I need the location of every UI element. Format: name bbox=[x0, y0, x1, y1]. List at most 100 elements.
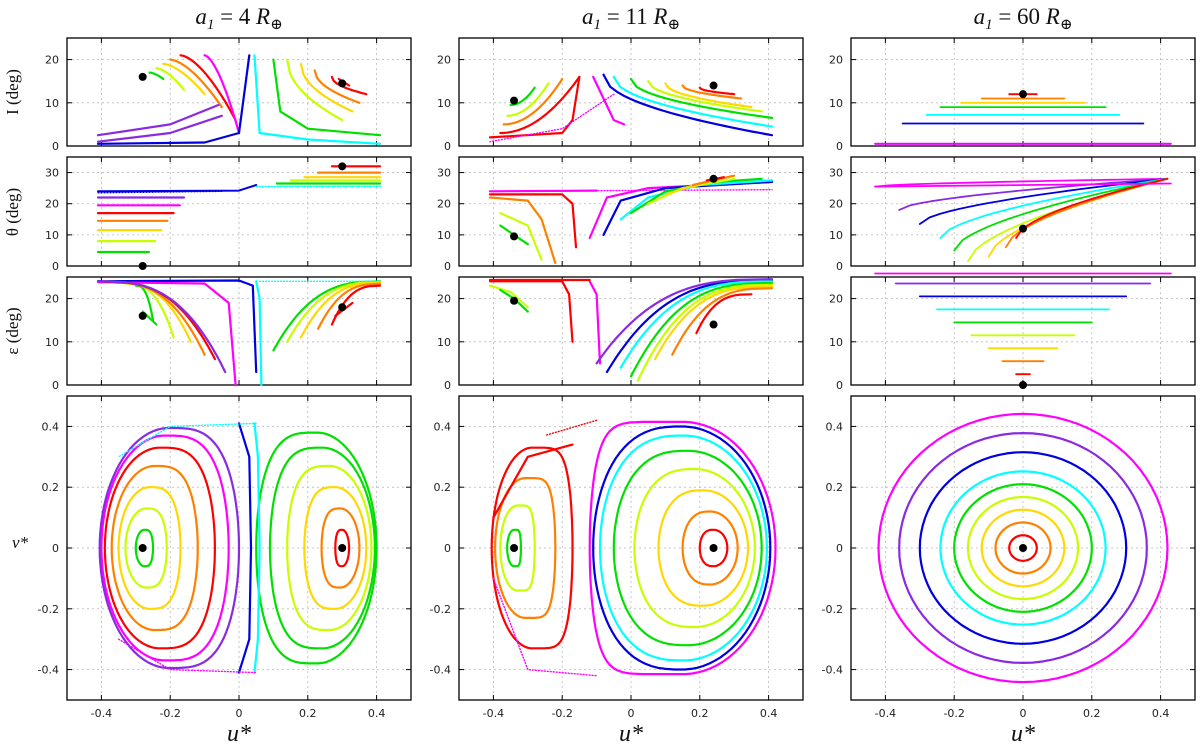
y-tick-label: 10 bbox=[437, 336, 451, 349]
separatrix bbox=[237, 422, 253, 674]
eps-curve bbox=[299, 281, 382, 339]
panel-r2-c1: 0 10 20 bbox=[437, 276, 804, 392]
phase-curve bbox=[681, 510, 739, 586]
y-tick-label: 0 bbox=[444, 379, 451, 392]
y-tick-label: 0 bbox=[836, 379, 843, 392]
y-tick-label: 10 bbox=[45, 97, 59, 110]
x-tick-label: -0.4 bbox=[91, 707, 112, 720]
I-curve bbox=[506, 82, 550, 117]
phase-curve bbox=[286, 464, 373, 632]
series-group bbox=[877, 412, 1169, 684]
phase-curve bbox=[657, 489, 750, 607]
series-group bbox=[874, 177, 1172, 263]
y-tick-label: 0 bbox=[52, 140, 59, 153]
x-tick-label: 0.4 bbox=[760, 707, 778, 720]
row-label: θ (deg) bbox=[3, 188, 22, 236]
y-tick-label: -0.4 bbox=[822, 664, 843, 677]
phase-curve bbox=[103, 446, 216, 650]
eps-curve bbox=[636, 283, 774, 382]
y-tick-label: 20 bbox=[829, 198, 843, 211]
I-curve bbox=[502, 77, 564, 126]
phase-curve bbox=[334, 528, 351, 568]
eps-curve bbox=[654, 285, 774, 361]
I-curve bbox=[286, 58, 344, 122]
I-curve bbox=[489, 93, 615, 143]
theta-curve bbox=[874, 177, 1169, 188]
I-curve bbox=[681, 84, 743, 100]
series-group bbox=[488, 278, 774, 382]
y-tick-label: 0.2 bbox=[826, 481, 844, 494]
row-label: I (deg) bbox=[3, 69, 22, 115]
phase-curve bbox=[598, 434, 768, 662]
phase-curve bbox=[612, 449, 763, 647]
y-tick-label: 20 bbox=[829, 54, 843, 67]
panel-frame bbox=[66, 276, 412, 386]
fixed-point-marker bbox=[510, 96, 519, 105]
fixed-point-marker bbox=[709, 174, 718, 183]
x-axis-label: u* bbox=[1011, 721, 1035, 747]
eps-curve bbox=[96, 279, 258, 374]
x-tick-label: -0.4 bbox=[875, 707, 896, 720]
y-tick-label: 0.2 bbox=[42, 481, 60, 494]
fixed-point-marker bbox=[338, 79, 347, 88]
eps-curve bbox=[286, 281, 382, 343]
row-label: ν* bbox=[12, 533, 29, 552]
panel-r1-c0: 0 10 20 30 bbox=[45, 156, 412, 273]
phase-curve bbox=[499, 504, 536, 592]
panel-r0-c2: 0 10 20 bbox=[829, 37, 1196, 153]
panel-r2-c2: 0 10 20 bbox=[829, 276, 1196, 392]
panel-r1-c2: 0 10 20 30 bbox=[829, 156, 1196, 273]
y-tick-label: 20 bbox=[437, 54, 451, 67]
fixed-point-marker bbox=[338, 544, 347, 552]
eps-curve bbox=[317, 282, 382, 330]
panel-frame bbox=[850, 395, 1196, 701]
column-title: a1 = 11 R⊕ bbox=[582, 4, 680, 33]
eps-curve bbox=[605, 278, 774, 374]
I-curve bbox=[96, 54, 251, 145]
eps-curve bbox=[488, 284, 529, 309]
phase-curve bbox=[134, 528, 155, 568]
x-tick-label: -0.2 bbox=[159, 707, 180, 720]
phase-circle bbox=[994, 521, 1052, 575]
series-group bbox=[490, 419, 777, 677]
separatrix bbox=[588, 420, 777, 676]
eps-curve bbox=[134, 284, 155, 322]
y-tick-label: -0.4 bbox=[38, 664, 59, 677]
eps-curve bbox=[629, 281, 774, 378]
I-curve bbox=[203, 54, 241, 135]
y-tick-label: -0.2 bbox=[430, 603, 451, 616]
y-tick-label: 10 bbox=[45, 336, 59, 349]
phase-curve bbox=[633, 467, 756, 629]
series-group bbox=[96, 162, 382, 270]
phase-circle bbox=[1008, 534, 1038, 562]
eps-curve bbox=[595, 278, 774, 365]
x-tick-label: -0.2 bbox=[943, 707, 964, 720]
fixed-point-marker bbox=[338, 303, 347, 312]
y-tick-label: 20 bbox=[45, 198, 59, 211]
panel-r3-c2: -0.4 -0.2 0 0.2 0.4 -0.4 -0.2 0 0.2 0.4 bbox=[822, 395, 1196, 720]
x-tick-label: 0 bbox=[1020, 707, 1027, 720]
x-tick-label: 0.2 bbox=[1083, 707, 1101, 720]
separatrix bbox=[253, 422, 261, 674]
I-curve bbox=[169, 58, 223, 109]
dotted-trajectory bbox=[117, 422, 257, 458]
series-group bbox=[488, 73, 774, 143]
x-tick-label: 0.4 bbox=[368, 707, 386, 720]
phase-curve bbox=[320, 507, 361, 589]
eps-curve bbox=[272, 280, 382, 352]
phase-circle bbox=[939, 470, 1107, 626]
fixed-point-marker bbox=[138, 262, 147, 270]
y-tick-label: 0.2 bbox=[434, 481, 452, 494]
panel-frame bbox=[66, 156, 412, 267]
phase-curve bbox=[124, 507, 168, 589]
phase-curve bbox=[98, 426, 241, 670]
I-curve bbox=[602, 73, 774, 137]
y-tick-label: 0 bbox=[836, 260, 843, 273]
phase-circle bbox=[877, 412, 1169, 684]
y-tick-label: 0 bbox=[836, 140, 843, 153]
phase-curve bbox=[592, 425, 772, 671]
eps-curve bbox=[255, 280, 263, 387]
fixed-point-marker bbox=[510, 544, 519, 552]
eps-curve bbox=[695, 293, 753, 335]
